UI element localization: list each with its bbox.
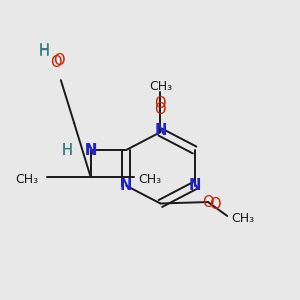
Text: N: N — [84, 142, 97, 158]
Text: N: N — [154, 123, 167, 138]
Text: O: O — [210, 197, 221, 212]
Text: N: N — [84, 142, 97, 158]
Text: CH₃: CH₃ — [232, 212, 255, 226]
Text: O: O — [202, 194, 214, 209]
Text: O: O — [51, 55, 62, 70]
Text: CH₃: CH₃ — [138, 173, 162, 186]
Text: CH₃: CH₃ — [149, 80, 172, 93]
Text: H: H — [39, 44, 50, 59]
Text: CH₃: CH₃ — [15, 173, 38, 186]
Text: H: H — [61, 142, 72, 158]
Text: H: H — [61, 142, 72, 158]
Text: O: O — [154, 102, 166, 117]
Text: O: O — [53, 53, 65, 68]
Text: N: N — [188, 178, 201, 193]
Text: O: O — [154, 96, 166, 111]
Text: H: H — [39, 43, 50, 58]
Text: N: N — [120, 178, 132, 193]
